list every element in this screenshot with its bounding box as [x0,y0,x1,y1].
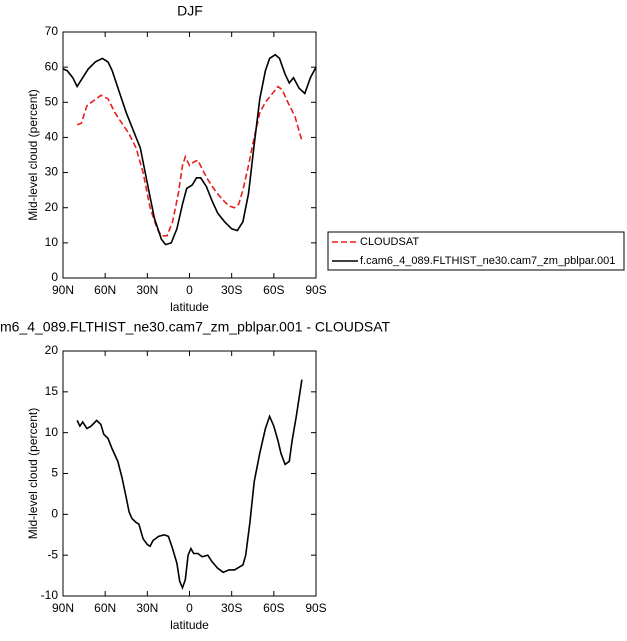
y-tick-label: 30 [45,165,59,179]
y-tick-label: 20 [45,343,59,357]
x-tick-label: 0 [186,601,193,615]
y-tick-label: 5 [51,466,58,480]
x-tick-label: 90S [305,283,326,297]
chart-title: m6_4_089.FLTHIST_ne30.cam7_zm_pblpar.001… [0,319,391,335]
x-tick-label: 30S [221,283,242,297]
x-axis-label: latitude [170,300,209,314]
x-tick-label: 30N [136,283,158,297]
x-tick-label: 90S [305,601,326,615]
y-tick-label: 40 [45,130,59,144]
y-tick-label: 0 [51,507,58,521]
series-line [76,379,303,591]
x-tick-label: 30S [221,601,242,615]
legend-box [327,231,625,271]
x-tick-label: 0 [186,283,193,297]
y-tick-label: -5 [47,547,58,561]
x-tick-label: 90N [52,283,74,297]
plot-frame [62,350,317,597]
plot-frame [62,31,317,279]
y-tick-label: 10 [45,235,59,249]
x-tick-label: 60S [263,283,284,297]
legend-label: f.cam6_4_089.FLTHIST_ne30.cam7_zm_pblpar… [360,255,615,267]
y-tick-label: 15 [45,384,59,398]
x-axis-label: latitude [170,618,209,632]
y-tick-label: 50 [45,94,59,108]
y-tick-label: 20 [45,200,59,214]
chart-title: DJF [177,3,203,19]
x-tick-label: 60N [94,601,116,615]
y-axis-label: Mid-level cloud (percent) [26,89,40,220]
y-tick-label: 60 [45,59,59,73]
series-line [76,85,303,237]
y-tick-label: -10 [41,588,59,602]
x-tick-label: 60S [263,601,284,615]
y-tick-label: 0 [51,270,58,284]
y-tick-label: 70 [45,24,59,38]
x-tick-label: 60N [94,283,116,297]
legend-label: CLOUDSAT [360,236,419,248]
x-tick-label: 30N [136,601,158,615]
y-tick-label: 10 [45,425,59,439]
series-line [62,53,317,246]
y-axis-label: Mid-level cloud (percent) [26,408,40,539]
x-tick-label: 90N [52,601,74,615]
